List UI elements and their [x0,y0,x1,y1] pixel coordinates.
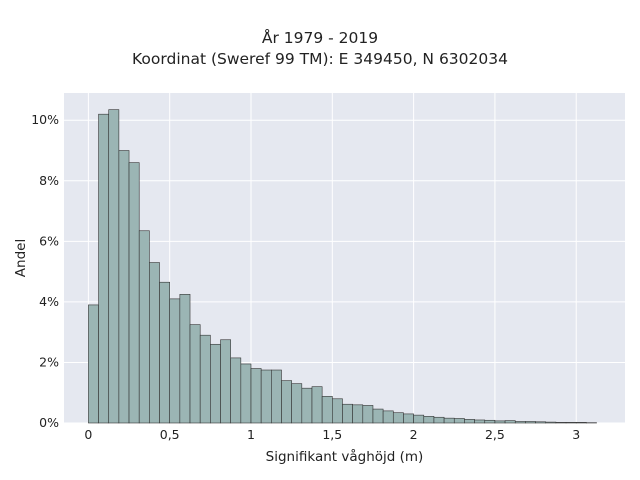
histogram-bar [555,422,567,424]
histogram-bar [98,113,110,424]
x-tick-label: 0 [84,427,92,442]
histogram-bar [240,363,252,424]
histogram-bar [220,339,231,424]
histogram-bar [464,419,475,424]
histogram-bar [169,298,181,424]
histogram-bar [484,419,496,424]
histogram-bar [403,413,414,424]
histogram-bar [423,416,435,424]
histogram-bar [88,304,99,424]
histogram-bar [413,414,425,424]
histogram-bar [382,410,394,424]
y-tick-label: 8% [39,173,59,188]
histogram-bar [392,412,404,424]
y-tick-label: 0% [39,415,59,430]
histogram-bar [179,294,191,424]
x-tick-label: 2,5 [485,427,505,442]
histogram-bar [301,387,313,424]
y-axis-ticks: 0% 2% 4% 6% 8% 10% [31,112,59,430]
histogram-bar [525,421,536,424]
histogram-bar [291,383,303,424]
histogram-bar [149,262,160,424]
histogram-bar [138,230,150,424]
histogram-bar [128,162,140,424]
histogram-bar [321,396,333,424]
histogram-bar [514,421,526,424]
histogram-bar [189,324,201,424]
histogram-bar [494,420,506,424]
histogram-bar [118,150,130,424]
histogram-bar [565,422,577,424]
histogram-bar [535,421,547,424]
histogram-bar [332,398,343,424]
y-tick-label: 10% [31,112,59,127]
histogram-bar [575,422,587,424]
histogram-bar [311,386,323,424]
histogram-bar [230,357,242,424]
histogram-bar [342,403,353,424]
histogram-bar [210,343,221,424]
histogram-bar [443,417,455,424]
y-tick-label: 6% [39,233,59,248]
histogram-bars [88,109,597,424]
histogram-bar [433,416,445,424]
x-tick-label: 1 [247,427,255,442]
histogram-bar [260,369,272,424]
chart-title-line1: År 1979 - 2019 [261,29,379,47]
histogram-bar [199,334,211,424]
x-tick-label: 3 [572,427,580,442]
chart-title-line2: Koordinat (Sweref 99 TM): E 349450, N 63… [132,50,508,68]
y-axis-label: Andel [13,239,29,277]
histogram-bar [474,419,486,424]
histogram-bar [281,380,292,424]
x-axis-ticks: 0 0,5 1 1,5 2 2,5 3 [84,427,580,442]
x-tick-label: 1,5 [322,427,342,442]
histogram-bar [453,418,465,424]
x-tick-label: 2 [410,427,418,442]
histogram-bar [372,408,384,424]
histogram-bar [271,369,282,424]
x-tick-label: 0,5 [160,427,180,442]
histogram-bar [108,109,120,424]
histogram-bar [504,420,516,424]
x-axis-label: Signifikant våghöjd (m) [266,448,424,465]
histogram-bar [545,421,557,424]
histogram-bar [352,404,364,424]
chart-title: År 1979 - 2019 Koordinat (Sweref 99 TM):… [0,28,640,70]
histogram-bar [159,281,170,424]
y-tick-label: 4% [39,294,59,309]
histogram-bar [362,405,374,424]
y-tick-label: 2% [39,354,59,369]
histogram-bar [250,368,262,424]
